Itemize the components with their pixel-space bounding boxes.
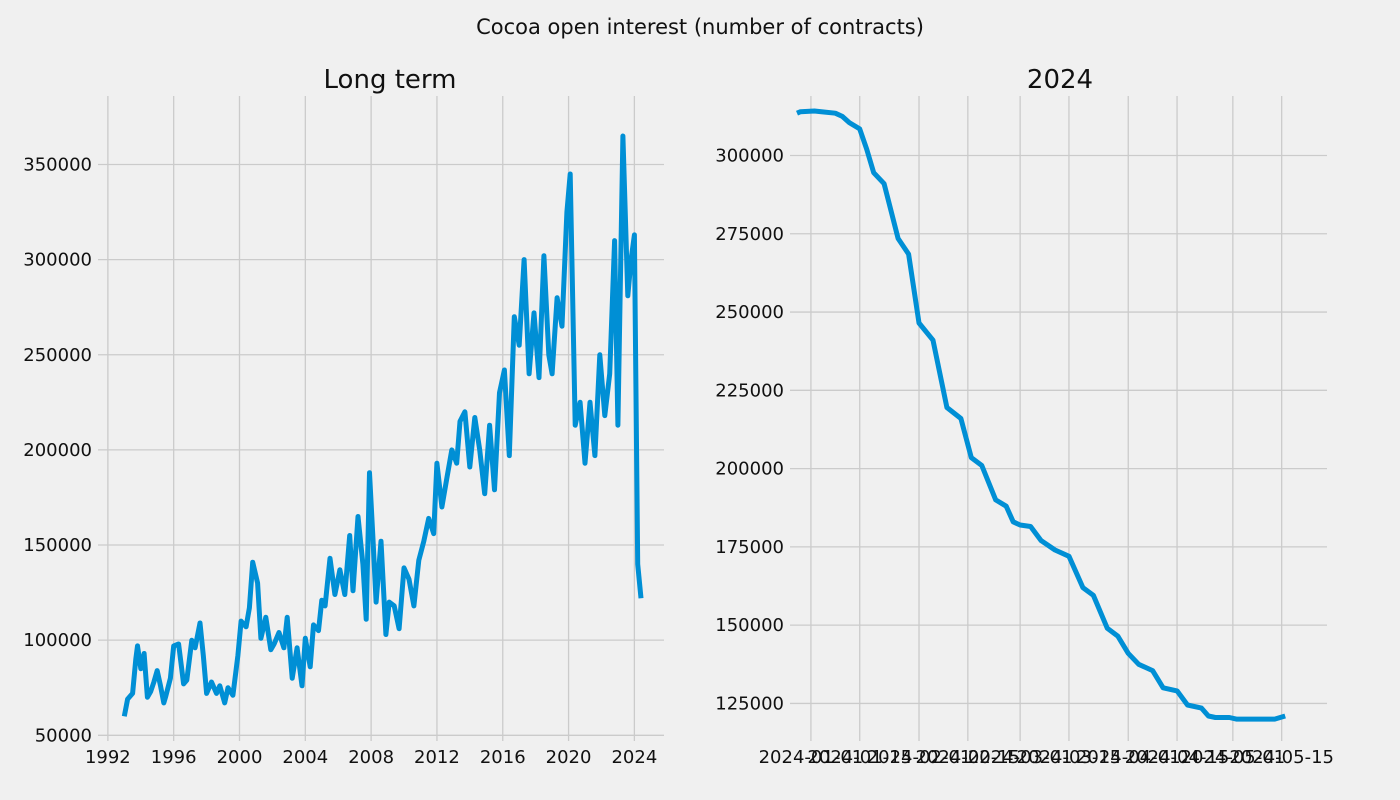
x-tick-label: 2016 [480, 747, 526, 768]
subplot-title: Long term [324, 65, 457, 95]
x-tick-label: 2024 [611, 747, 657, 768]
series-group [121, 133, 644, 717]
x-tick-label: 1992 [85, 747, 131, 768]
x-tick-label: 2020 [546, 747, 592, 768]
y-tick-label: 150000 [715, 615, 784, 636]
y-tick-label: 250000 [715, 302, 784, 323]
y-tick-label: 350000 [23, 154, 92, 175]
y-tick-label: 100000 [23, 630, 92, 651]
y-axis: 50000 100000 150000 200000 250000 300000 35000… [23, 154, 92, 746]
y-tick-label: 275000 [715, 224, 784, 245]
x-axis: 2024-01-012024-01-152024-02-012024-02-15… [759, 747, 1334, 768]
y-tick-label: 150000 [23, 535, 92, 556]
y-tick-label: 300000 [23, 250, 92, 271]
series-line [121, 133, 644, 717]
subplot-title: 2024 [1027, 65, 1093, 95]
x-tick-label: 2024-02-15 [916, 747, 1021, 768]
y-tick-label: 175000 [715, 537, 784, 558]
x-tick-label: 1996 [151, 747, 197, 768]
y-tick-label: 225000 [715, 380, 784, 401]
y-tick-label: 300000 [715, 145, 784, 166]
x-tick-label: 2024-02-01 [867, 747, 972, 768]
y-tick-label: 50000 [35, 725, 92, 746]
y-tick-label: 200000 [23, 440, 92, 461]
y-tick-label: 125000 [715, 693, 784, 714]
grid-lines [790, 96, 1327, 741]
grid-lines [98, 96, 664, 741]
subplot-2024: 2024 125000 150000 175000 200000 225000 25000… [715, 65, 1334, 768]
x-tick-label: 2024-05-01 [1181, 747, 1286, 768]
x-tick-label: 2000 [217, 747, 263, 768]
x-tick-label: 2024-04-01 [1076, 747, 1181, 768]
x-tick-label: 2008 [348, 747, 394, 768]
figure-title: Cocoa open interest (number of contracts… [476, 15, 924, 39]
x-tick-label: 2024-04-15 [1125, 747, 1230, 768]
x-axis: 1992 1996 2000 2004 2008 2012 2016 2020 2024 [85, 747, 657, 768]
y-tick-label: 200000 [715, 459, 784, 480]
x-tick-label: 2024-03-15 [1017, 747, 1122, 768]
x-tick-label: 2024-03-01 [968, 747, 1073, 768]
subplot-long-term: Long term 50000 100000 150000 200000 250000 3… [23, 65, 664, 768]
y-axis: 125000 150000 175000 200000 225000 250000 2750… [715, 145, 784, 714]
series-line [796, 108, 1286, 722]
x-tick-label: 2024-05-15 [1229, 747, 1334, 768]
plot-area [790, 96, 1327, 741]
series-group [796, 108, 1286, 722]
x-tick-label: 2024-01-15 [807, 747, 912, 768]
x-tick-label: 2004 [282, 747, 328, 768]
x-tick-label: 2024-01-01 [759, 747, 864, 768]
x-tick-label: 2012 [414, 747, 460, 768]
y-tick-label: 250000 [23, 345, 92, 366]
